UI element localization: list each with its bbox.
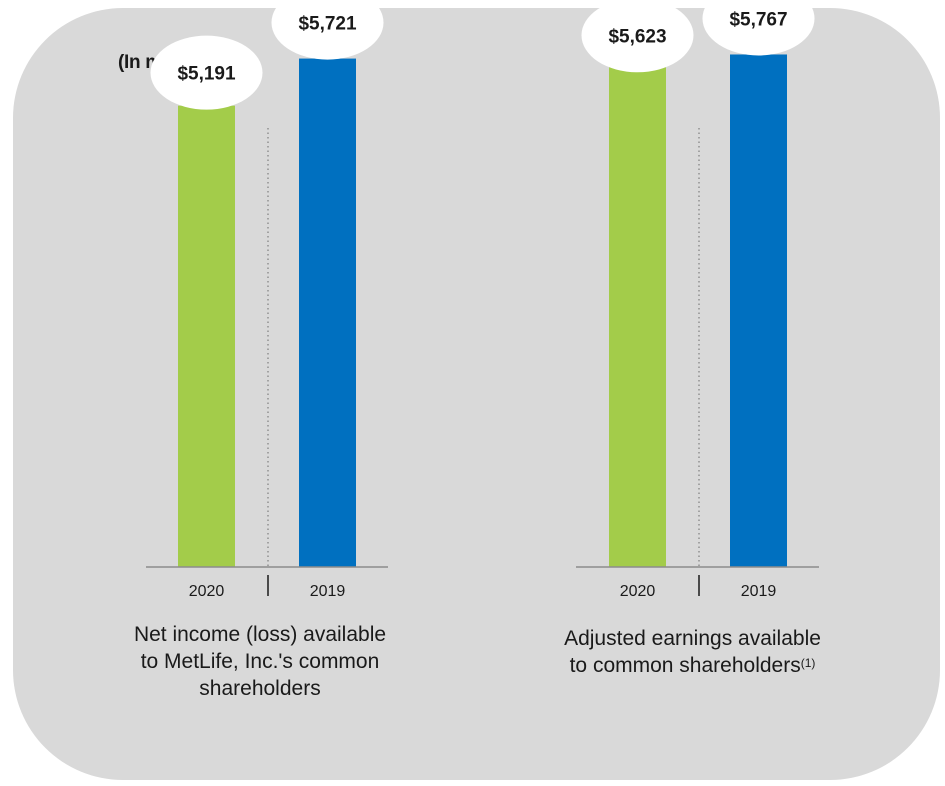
chart-2-bar-2019 <box>730 54 787 568</box>
chart-1-caption-line-3: shareholders <box>199 677 321 700</box>
chart-2-caption-line-2: to common shareholders(1) <box>520 652 865 679</box>
chart-2-caption-line-1: Adjusted earnings available <box>564 627 821 650</box>
chart-2-value-bubble-2020 <box>581 0 694 73</box>
chart-2-value-bubble-2019 <box>702 0 815 56</box>
chart-2-data-label-2020: $5,623 <box>608 26 666 47</box>
chart-2-data-label-2019: $5,767 <box>729 9 787 30</box>
chart-2-caption-line-2-text: to common shareholders <box>569 654 801 677</box>
chart-2-caption: Adjusted earnings available to common sh… <box>520 625 865 679</box>
chart-2-tick-label-2020: 2020 <box>620 583 656 600</box>
chart-1-tick-label-2020: 2020 <box>189 583 225 600</box>
chart-2-tick-label-2019: 2019 <box>741 583 777 600</box>
chart-1-caption-line-2: to MetLife, Inc.'s common <box>140 650 380 673</box>
chart-1-tick-label-2019: 2019 <box>310 583 346 600</box>
chart-1-bar-2020 <box>178 105 235 567</box>
chart-1-value-bubble-2020 <box>150 35 263 110</box>
chart-1-caption: Net income (loss) available to MetLife, … <box>100 621 420 702</box>
chart-1-value-bubble-2019 <box>271 0 384 60</box>
chart-2-bar-2020 <box>609 67 666 568</box>
chart-1-data-label-2020: $5,191 <box>177 64 236 85</box>
chart-1-bar-2019 <box>299 58 356 568</box>
chart-1-data-label-2019: $5,721 <box>298 14 357 35</box>
footnote-ref: (1) <box>800 656 816 670</box>
chart-1-caption-line-1: Net income (loss) available <box>133 623 387 646</box>
